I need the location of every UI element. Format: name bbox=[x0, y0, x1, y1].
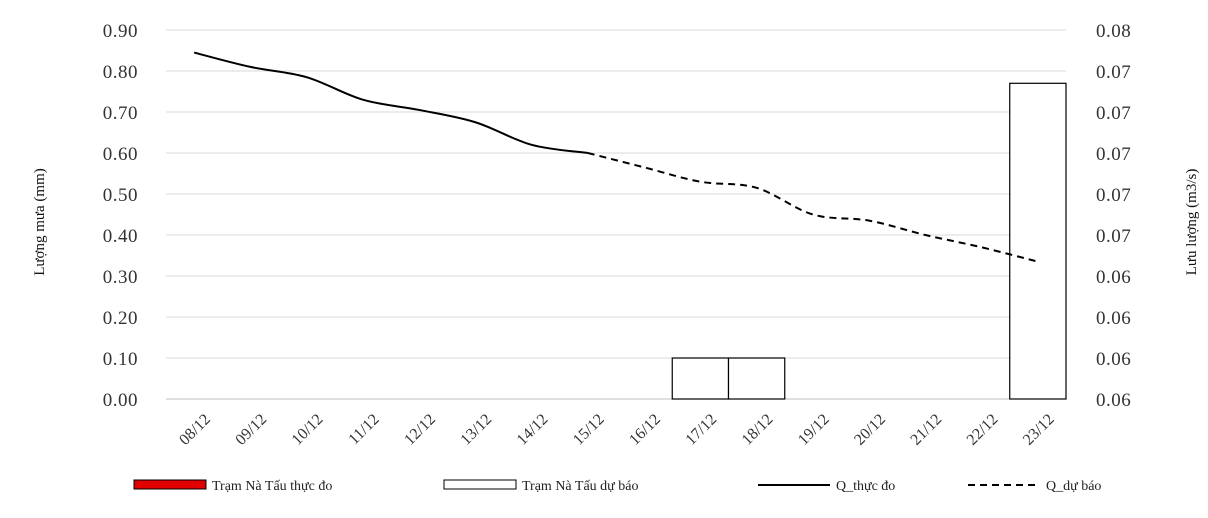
x-tick-label: 19/12 bbox=[795, 411, 833, 449]
y-left-tick-label: 0.00 bbox=[103, 390, 138, 411]
x-tick-label: 18/12 bbox=[739, 411, 777, 449]
x-tick-label: 08/12 bbox=[176, 411, 214, 449]
y-right-tick-label: 0.06 bbox=[1096, 349, 1131, 370]
y-left-tick-label: 0.20 bbox=[103, 308, 138, 329]
y-axis-left-title: Lượng mưa (mm) bbox=[32, 168, 48, 276]
y-right-tick-label: 0.06 bbox=[1096, 390, 1131, 411]
y-right-tick-label: 0.07 bbox=[1096, 103, 1131, 124]
y-left-tick-label: 0.50 bbox=[103, 185, 138, 206]
bar-1-10 bbox=[727, 357, 786, 400]
legend-label-1: Trạm Nà Tấu dự báo bbox=[522, 479, 638, 494]
y-left-tick-label: 0.80 bbox=[103, 62, 138, 83]
line-series-3 bbox=[587, 152, 1039, 263]
bar-1-9 bbox=[671, 357, 730, 400]
legend-label-0: Trạm Nà Tấu thực đo bbox=[212, 479, 332, 494]
x-tick-label: 14/12 bbox=[514, 411, 552, 449]
x-tick-label: 15/12 bbox=[570, 411, 608, 449]
x-tick-label: 16/12 bbox=[626, 411, 664, 449]
y-axis-right-title: Lưu lượng (m3/s) bbox=[1184, 169, 1200, 276]
y-right-tick-label: 0.06 bbox=[1096, 267, 1131, 288]
y-right-tick-label: 0.07 bbox=[1096, 62, 1131, 83]
y-right-tick-label: 0.07 bbox=[1096, 185, 1131, 206]
x-tick-label: 13/12 bbox=[457, 411, 495, 449]
y-left-tick-label: 0.60 bbox=[103, 144, 138, 165]
legend-swatch-0 bbox=[133, 479, 207, 490]
y-left-tick-label: 0.70 bbox=[103, 103, 138, 124]
y-left-tick-label: 0.40 bbox=[103, 226, 138, 247]
legend-label-3: Q_dự báo bbox=[1046, 479, 1101, 494]
y-left-tick-label: 0.10 bbox=[103, 349, 138, 370]
x-tick-label: 17/12 bbox=[682, 411, 720, 449]
legend-swatch-1 bbox=[443, 479, 517, 490]
y-right-tick-label: 0.08 bbox=[1096, 21, 1131, 42]
x-tick-label: 21/12 bbox=[907, 411, 945, 449]
x-tick-label: 22/12 bbox=[964, 411, 1002, 449]
bar-1-15 bbox=[1009, 82, 1067, 400]
x-tick-label: 23/12 bbox=[1020, 411, 1058, 449]
x-tick-label: 09/12 bbox=[232, 411, 270, 449]
y-left-tick-label: 0.30 bbox=[103, 267, 138, 288]
y-left-tick-label: 0.90 bbox=[103, 21, 138, 42]
x-tick-label: 20/12 bbox=[851, 411, 889, 449]
y-right-tick-label: 0.07 bbox=[1096, 144, 1131, 165]
x-tick-label: 10/12 bbox=[289, 411, 327, 449]
x-tick-label: 12/12 bbox=[401, 411, 439, 449]
x-tick-label: 11/12 bbox=[345, 411, 382, 448]
legend-label-2: Q_thực đo bbox=[836, 479, 895, 494]
y-right-tick-label: 0.06 bbox=[1096, 308, 1131, 329]
line-series-2 bbox=[193, 51, 589, 154]
y-right-tick-label: 0.07 bbox=[1096, 226, 1131, 247]
